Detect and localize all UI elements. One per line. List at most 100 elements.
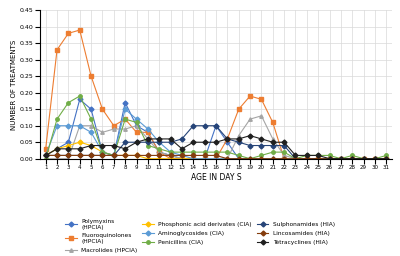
Polymyxins
(HPCIA) xyxy=(168,154,173,157)
Macrolides (HPCIA) xyxy=(214,157,218,160)
Phosphonic acid derivates (CIA) xyxy=(89,144,94,147)
Penicillins (CIA) xyxy=(214,151,218,154)
Tetracyclines (HIA) xyxy=(43,154,48,157)
Fluoroquinolones
(HPCIA) xyxy=(316,157,320,160)
Sulphonamides (HIA) xyxy=(214,124,218,127)
Aminoglycosides (CIA) xyxy=(180,154,184,157)
Polymyxins
(HPCIA) xyxy=(191,157,196,160)
Penicillins (CIA) xyxy=(134,121,139,124)
Aminoglycosides (CIA) xyxy=(77,124,82,127)
Sulphonamides (HIA) xyxy=(293,157,298,160)
Lincosamides (HIA) xyxy=(180,154,184,157)
Macrolides (HPCIA) xyxy=(134,124,139,127)
Fluoroquinolones
(HPCIA) xyxy=(293,157,298,160)
Aminoglycosides (CIA) xyxy=(202,157,207,160)
Phosphonic acid derivates (CIA) xyxy=(123,154,128,157)
Penicillins (CIA) xyxy=(43,157,48,160)
Polymyxins
(HPCIA) xyxy=(157,151,162,154)
Penicillins (CIA) xyxy=(304,154,309,157)
Lincosamides (HIA) xyxy=(55,154,60,157)
Sulphonamides (HIA) xyxy=(112,154,116,157)
Fluoroquinolones
(HPCIA) xyxy=(248,94,252,98)
Lincosamides (HIA) xyxy=(327,157,332,160)
Macrolides (HPCIA) xyxy=(43,157,48,160)
Polymyxins
(HPCIA) xyxy=(361,157,366,160)
Tetracyclines (HIA) xyxy=(304,154,309,157)
Phosphonic acid derivates (CIA) xyxy=(146,157,150,160)
Aminoglycosides (CIA) xyxy=(327,157,332,160)
Macrolides (HPCIA) xyxy=(236,134,241,137)
Phosphonic acid derivates (CIA) xyxy=(157,157,162,160)
Tetracyclines (HIA) xyxy=(225,137,230,141)
Phosphonic acid derivates (CIA) xyxy=(202,157,207,160)
Tetracyclines (HIA) xyxy=(338,157,343,160)
Penicillins (CIA) xyxy=(372,157,377,160)
Tetracyclines (HIA) xyxy=(293,154,298,157)
Tetracyclines (HIA) xyxy=(100,144,105,147)
Macrolides (HPCIA) xyxy=(100,131,105,134)
Penicillins (CIA) xyxy=(236,154,241,157)
Line: Aminoglycosides (CIA): Aminoglycosides (CIA) xyxy=(44,108,388,161)
Lincosamides (HIA) xyxy=(77,154,82,157)
Line: Lincosamides (HIA): Lincosamides (HIA) xyxy=(44,154,388,161)
Macrolides (HPCIA) xyxy=(282,154,286,157)
Macrolides (HPCIA) xyxy=(316,157,320,160)
Fluoroquinolones
(HPCIA) xyxy=(123,118,128,121)
Macrolides (HPCIA) xyxy=(112,127,116,131)
Polymyxins
(HPCIA) xyxy=(327,157,332,160)
Lincosamides (HIA) xyxy=(191,154,196,157)
Polymyxins
(HPCIA) xyxy=(202,157,207,160)
Sulphonamides (HIA) xyxy=(55,154,60,157)
Lincosamides (HIA) xyxy=(112,154,116,157)
Phosphonic acid derivates (CIA) xyxy=(304,157,309,160)
Aminoglycosides (CIA) xyxy=(259,157,264,160)
Tetracyclines (HIA) xyxy=(361,157,366,160)
Fluoroquinolones
(HPCIA) xyxy=(43,147,48,150)
Aminoglycosides (CIA) xyxy=(112,154,116,157)
Aminoglycosides (CIA) xyxy=(134,118,139,121)
Lincosamides (HIA) xyxy=(372,157,377,160)
Lincosamides (HIA) xyxy=(214,154,218,157)
Penicillins (CIA) xyxy=(270,151,275,154)
Phosphonic acid derivates (CIA) xyxy=(100,151,105,154)
Aminoglycosides (CIA) xyxy=(66,124,71,127)
Aminoglycosides (CIA) xyxy=(146,127,150,131)
Polymyxins
(HPCIA) xyxy=(282,157,286,160)
Polymyxins
(HPCIA) xyxy=(259,157,264,160)
Sulphonamides (HIA) xyxy=(146,141,150,144)
Penicillins (CIA) xyxy=(123,118,128,121)
Sulphonamides (HIA) xyxy=(327,157,332,160)
Aminoglycosides (CIA) xyxy=(100,151,105,154)
Polymyxins
(HPCIA) xyxy=(372,157,377,160)
Penicillins (CIA) xyxy=(112,154,116,157)
Fluoroquinolones
(HPCIA) xyxy=(55,48,60,51)
Line: Phosphonic acid derivates (CIA): Phosphonic acid derivates (CIA) xyxy=(44,141,388,161)
Lincosamides (HIA) xyxy=(361,157,366,160)
Macrolides (HPCIA) xyxy=(89,124,94,127)
Line: Polymyxins
(HPCIA): Polymyxins (HPCIA) xyxy=(44,98,388,161)
Tetracyclines (HIA) xyxy=(77,147,82,150)
Fluoroquinolones
(HPCIA) xyxy=(282,157,286,160)
Polymyxins
(HPCIA) xyxy=(66,141,71,144)
Penicillins (CIA) xyxy=(350,154,355,157)
Fluoroquinolones
(HPCIA) xyxy=(384,157,389,160)
Aminoglycosides (CIA) xyxy=(157,141,162,144)
Lincosamides (HIA) xyxy=(168,154,173,157)
Polymyxins
(HPCIA) xyxy=(134,124,139,127)
Fluoroquinolones
(HPCIA) xyxy=(202,157,207,160)
Penicillins (CIA) xyxy=(66,101,71,104)
Lincosamides (HIA) xyxy=(202,154,207,157)
Sulphonamides (HIA) xyxy=(236,141,241,144)
Sulphonamides (HIA) xyxy=(248,144,252,147)
Macrolides (HPCIA) xyxy=(180,157,184,160)
Tetracyclines (HIA) xyxy=(214,141,218,144)
Lincosamides (HIA) xyxy=(282,157,286,160)
Penicillins (CIA) xyxy=(338,157,343,160)
Phosphonic acid derivates (CIA) xyxy=(361,157,366,160)
Fluoroquinolones
(HPCIA) xyxy=(89,75,94,78)
Tetracyclines (HIA) xyxy=(316,154,320,157)
Lincosamides (HIA) xyxy=(157,154,162,157)
Lincosamides (HIA) xyxy=(350,157,355,160)
Polymyxins
(HPCIA) xyxy=(225,141,230,144)
Fluoroquinolones
(HPCIA) xyxy=(168,157,173,160)
